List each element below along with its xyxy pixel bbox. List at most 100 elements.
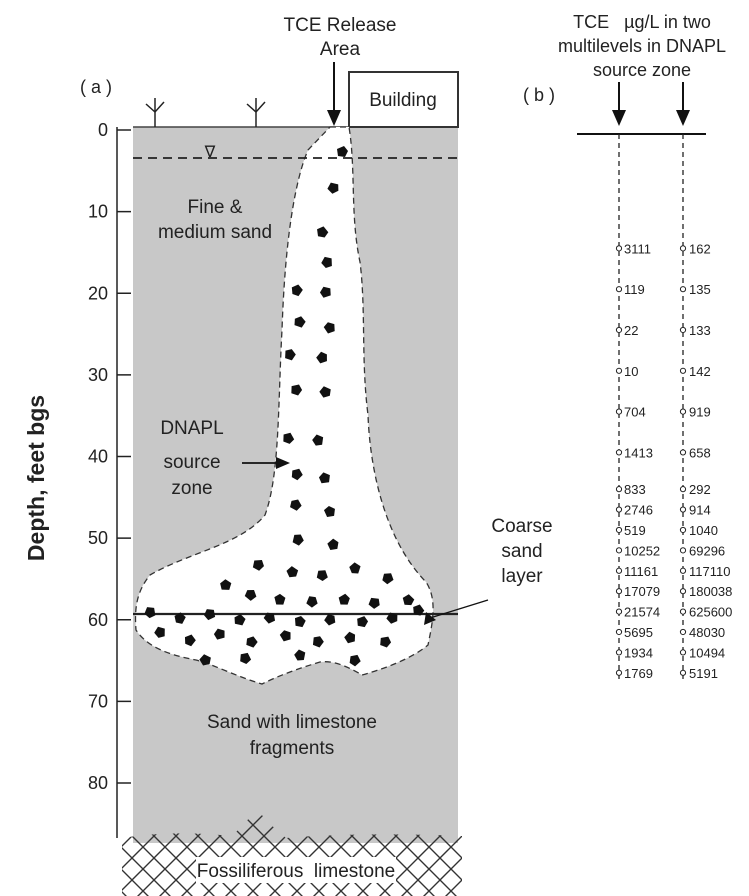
dnapl-droplet bbox=[291, 468, 303, 481]
release-arrow bbox=[327, 62, 341, 126]
panel-b-title-line1: TCE µg/L in two bbox=[573, 12, 711, 32]
sample-value-right: 1040 bbox=[689, 523, 718, 538]
sample-port-left bbox=[615, 486, 623, 493]
sample-value-right: 48030 bbox=[689, 625, 725, 640]
dnapl-droplet bbox=[204, 609, 216, 621]
dnapl-droplet bbox=[240, 652, 252, 664]
depth-tick-label: 10 bbox=[88, 202, 108, 222]
panel-b-title-line3: source zone bbox=[593, 60, 691, 80]
multilevel-right-arrow bbox=[676, 82, 690, 126]
dnapl-droplet bbox=[244, 590, 257, 601]
sample-port-right bbox=[679, 245, 687, 252]
sample-port-right bbox=[679, 628, 687, 636]
dnapl-droplet bbox=[279, 630, 291, 642]
dnapl-droplet bbox=[154, 626, 165, 638]
panel-a-label: ( a ) bbox=[80, 77, 112, 97]
sample-value-right: 142 bbox=[689, 364, 711, 379]
release-area-title-line2: Area bbox=[320, 39, 361, 60]
dnapl-droplet bbox=[184, 634, 196, 647]
dnapl-droplet bbox=[274, 593, 286, 605]
sample-port-left bbox=[615, 547, 623, 554]
dnapl-droplet bbox=[319, 286, 331, 298]
sand-limestone-label-line2: fragments bbox=[250, 738, 334, 759]
water-table-symbol: ∇ bbox=[204, 144, 216, 161]
dnapl-droplet bbox=[316, 570, 328, 582]
dnapl-droplet bbox=[290, 499, 302, 511]
sample-value-right: 5191 bbox=[689, 666, 718, 681]
dnapl-droplet bbox=[386, 612, 398, 624]
multilevel-left-arrow bbox=[612, 82, 626, 126]
sample-port-left bbox=[615, 286, 623, 293]
dnapl-droplet bbox=[294, 616, 306, 628]
dnapl-droplet bbox=[382, 573, 394, 585]
sample-port-left bbox=[615, 526, 623, 534]
sample-port-right bbox=[679, 449, 687, 456]
dnapl-droplet bbox=[324, 613, 336, 626]
multilevel-samples: 3111 162 119 135 22 133 10 142 704 919 1413 658 833 2… bbox=[615, 241, 732, 681]
sample-value-left: 2746 bbox=[624, 503, 653, 518]
limestone-label-backdrop bbox=[196, 857, 396, 883]
dnapl-droplet bbox=[349, 654, 361, 667]
sample-value-left: 5695 bbox=[624, 625, 653, 640]
sample-value-right: 292 bbox=[689, 482, 711, 497]
sample-value-right: 69296 bbox=[689, 543, 725, 558]
dnapl-droplet bbox=[291, 384, 303, 396]
dnapl-droplet bbox=[327, 182, 339, 194]
sample-value-left: 3111 bbox=[624, 241, 651, 256]
sample-value-left: 10 bbox=[624, 364, 638, 379]
dnapl-label-line3: zone bbox=[171, 478, 212, 499]
sample-port-right bbox=[679, 326, 687, 334]
sample-value-right: 135 bbox=[689, 282, 711, 297]
depth-tick-label: 40 bbox=[88, 447, 108, 467]
sample-port-left bbox=[615, 628, 623, 636]
dnapl-droplet bbox=[312, 636, 324, 648]
depth-tick-label: 50 bbox=[88, 528, 108, 548]
sample-value-left: 17079 bbox=[624, 584, 660, 599]
sample-value-left: 519 bbox=[624, 523, 646, 538]
depth-tick-label: 70 bbox=[88, 691, 108, 711]
dnapl-droplet bbox=[246, 636, 258, 648]
sample-port-right bbox=[679, 567, 687, 574]
dnapl-droplet bbox=[220, 579, 232, 590]
dnapl-droplet bbox=[306, 596, 318, 608]
dnapl-droplet bbox=[174, 612, 186, 624]
dnapl-droplet bbox=[323, 506, 335, 518]
sample-port-right bbox=[679, 547, 687, 554]
dnapl-droplet bbox=[318, 472, 330, 484]
panel-b-label: ( b ) bbox=[523, 85, 555, 105]
dnapl-droplet bbox=[413, 604, 425, 616]
sample-port-right bbox=[679, 367, 687, 374]
dnapl-droplet bbox=[213, 628, 225, 640]
depth-axis-label: Depth, feet bgs bbox=[23, 395, 49, 561]
sample-port-left bbox=[615, 506, 623, 513]
dnapl-droplet bbox=[286, 566, 299, 578]
sample-port-right bbox=[679, 506, 687, 513]
dnapl-label-line1: DNAPL bbox=[160, 418, 223, 439]
sample-port-right bbox=[679, 588, 687, 595]
dnapl-droplet bbox=[323, 322, 335, 334]
sample-value-left: 833 bbox=[624, 482, 646, 497]
depth-axis-ticks: 0 10 20 30 40 50 60 70 80 bbox=[88, 120, 131, 793]
sample-port-left bbox=[615, 588, 623, 595]
dnapl-droplet bbox=[338, 593, 350, 605]
dnapl-droplet bbox=[292, 534, 304, 546]
sample-port-right bbox=[679, 286, 687, 293]
sample-port-left bbox=[615, 608, 623, 615]
sample-value-right: 133 bbox=[689, 323, 711, 338]
depth-tick-label: 60 bbox=[88, 610, 108, 630]
sample-port-right bbox=[679, 649, 687, 656]
coarse-sand-pointer bbox=[429, 599, 489, 619]
sample-value-right: 919 bbox=[689, 405, 711, 420]
building-label: Building bbox=[369, 90, 437, 111]
coarse-sand-label-line3: layer bbox=[501, 566, 543, 587]
sample-port-right bbox=[679, 608, 687, 615]
dnapl-droplet bbox=[357, 616, 369, 628]
dnapl-droplet bbox=[380, 636, 392, 648]
sample-value-left: 11161 bbox=[624, 564, 658, 579]
dnapl-droplets bbox=[144, 146, 425, 667]
sample-value-left: 1413 bbox=[624, 445, 653, 460]
panel-b-title-line2: multilevels in DNAPL bbox=[558, 36, 726, 56]
sample-port-left bbox=[615, 245, 623, 252]
dnapl-droplet bbox=[283, 432, 295, 444]
dnapl-droplet bbox=[199, 654, 211, 666]
